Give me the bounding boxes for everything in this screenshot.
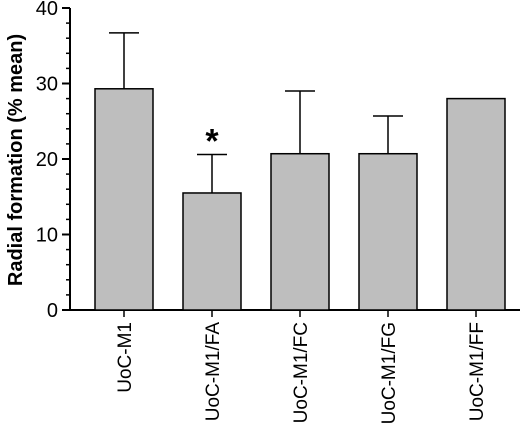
significance-marker: * [205, 122, 219, 160]
bar [182, 192, 242, 311]
x-tick-label: UoC-M1/FG [379, 322, 400, 424]
x-tick-label: UoC-M1/FC [291, 322, 312, 423]
x-labels: UoC-M1 UoC-M1/FA UoC-M1/FC UoC-M1/FG UoC-M1/… [115, 310, 488, 424]
bar [270, 152, 330, 311]
bar [446, 97, 506, 311]
y-tick-label: 0 [47, 300, 58, 322]
x-tick-label: UoC-M1/FF [467, 322, 488, 421]
bar [94, 88, 154, 311]
y-tick-label: 30 [36, 74, 58, 96]
x-tick-label: UoC-M1 [115, 322, 136, 393]
y-ticks: 0 10 20 30 40 [36, 0, 70, 322]
y-axis-label: Radial formation (% mean) [5, 34, 27, 286]
y-tick-label: 20 [36, 149, 58, 171]
bars: * [94, 32, 506, 311]
x-tick-label: UoC-M1/FA [203, 322, 224, 422]
bar [358, 152, 418, 311]
y-tick-label: 10 [36, 225, 58, 247]
y-tick-label: 40 [36, 0, 58, 20]
